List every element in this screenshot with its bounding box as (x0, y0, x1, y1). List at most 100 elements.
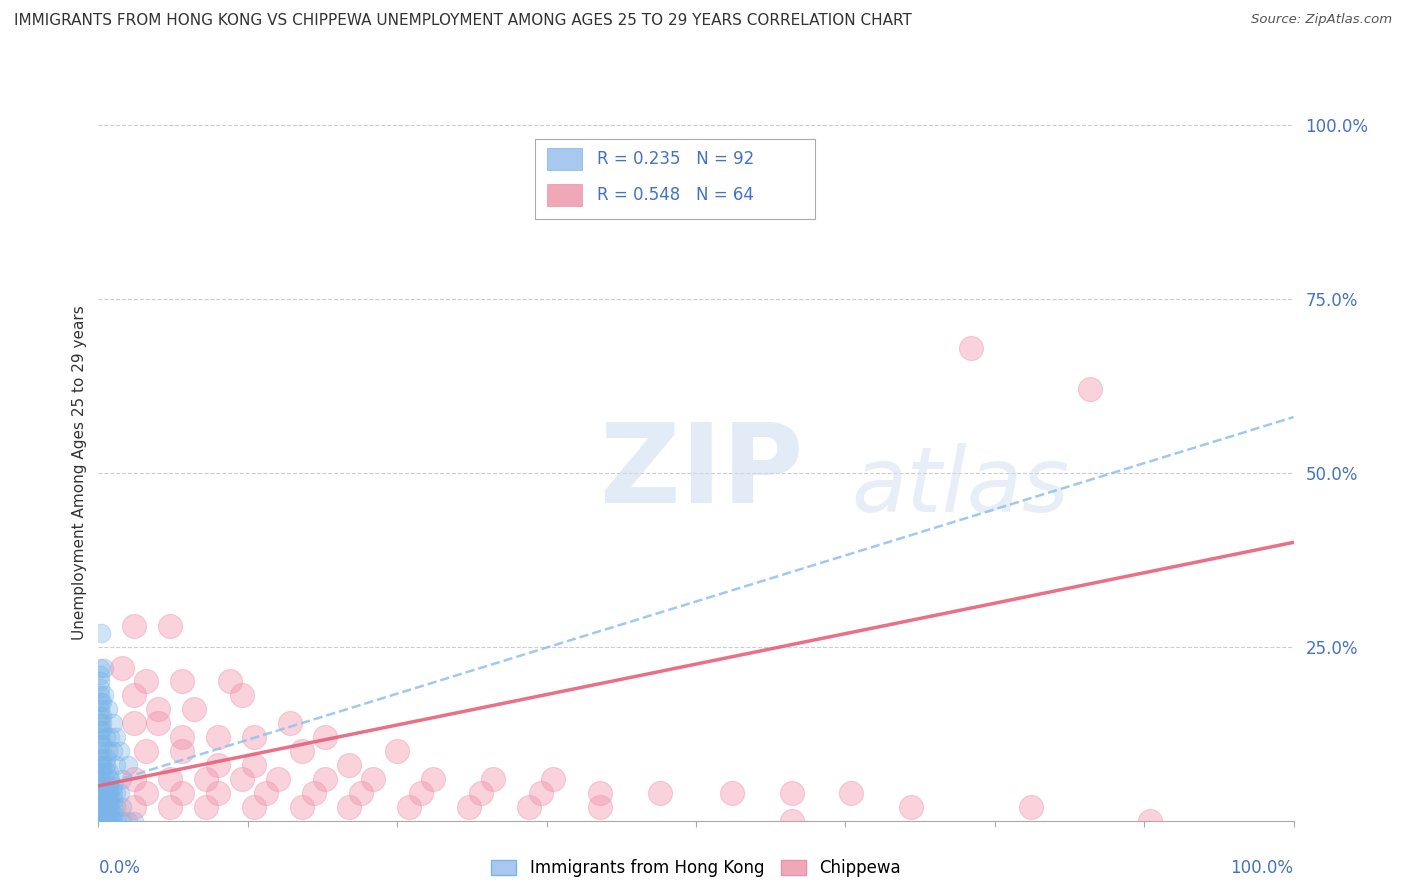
Point (94, 786, 117, 800)
Point (91, 751, 114, 765)
Point (90, 799, 112, 814)
Point (541, 772, 564, 786)
Point (97, 806, 120, 821)
Point (98, 799, 122, 814)
Text: IMMIGRANTS FROM HONG KONG VS CHIPPEWA UNEMPLOYMENT AMONG AGES 25 TO 29 YEARS COR: IMMIGRANTS FROM HONG KONG VS CHIPPEWA UN… (14, 13, 912, 29)
Point (91, 716, 114, 731)
Point (94, 799, 117, 814)
Point (135, 744, 157, 758)
Point (111, 799, 134, 814)
Point (89, 799, 111, 814)
Point (89, 793, 111, 807)
Point (207, 786, 229, 800)
Point (254, 786, 277, 800)
Point (89, 681, 111, 696)
Point (89, 806, 111, 821)
Point (458, 799, 481, 814)
Point (481, 772, 505, 786)
Point (89, 764, 111, 779)
Point (105, 814, 128, 828)
Point (337, 799, 360, 814)
Point (94, 793, 117, 807)
Point (231, 689, 253, 703)
Point (94, 806, 117, 821)
Point (90, 786, 112, 800)
Point (91, 758, 114, 772)
Point (89, 695, 111, 709)
Point (98, 779, 121, 793)
Point (94, 730, 117, 744)
Point (98, 814, 122, 828)
Point (91, 709, 114, 723)
Point (101, 744, 124, 758)
Legend: Immigrants from Hong Kong, Chippewa: Immigrants from Hong Kong, Chippewa (486, 854, 905, 882)
Point (172, 674, 194, 689)
Point (98, 786, 122, 800)
Point (124, 814, 146, 828)
Point (124, 799, 146, 814)
Text: ZIP: ZIP (600, 419, 804, 526)
Point (529, 786, 551, 800)
Point (90, 625, 112, 640)
Point (207, 730, 229, 744)
Point (363, 772, 385, 786)
Point (94, 764, 117, 779)
Point (89, 716, 111, 731)
Point (231, 772, 253, 786)
Text: R = 0.548   N = 64: R = 0.548 N = 64 (596, 186, 754, 204)
Point (89, 786, 111, 800)
Point (1139, 814, 1161, 828)
Point (94, 758, 117, 772)
Text: Source: ZipAtlas.com: Source: ZipAtlas.com (1251, 13, 1392, 27)
Point (93, 689, 115, 703)
Point (89, 730, 111, 744)
Point (91, 814, 114, 828)
FancyBboxPatch shape (547, 184, 582, 206)
Point (98, 772, 122, 786)
Point (89, 758, 111, 772)
Point (350, 786, 373, 800)
Point (302, 786, 325, 800)
Text: 100.0%: 100.0% (1230, 859, 1294, 877)
Point (105, 786, 128, 800)
Point (89, 709, 111, 723)
Point (243, 758, 266, 772)
Point (89, 737, 111, 751)
Point (207, 758, 229, 772)
Point (900, 799, 922, 814)
Point (589, 786, 612, 800)
Point (98, 764, 121, 779)
Point (290, 744, 312, 758)
Point (124, 619, 146, 633)
Point (89, 667, 111, 681)
Y-axis label: Unemployment Among Ages 25 to 29 years: Unemployment Among Ages 25 to 29 years (72, 305, 87, 640)
Point (337, 758, 360, 772)
Point (398, 799, 420, 814)
Text: atlas: atlas (851, 442, 1070, 531)
Point (148, 702, 170, 716)
Point (94, 779, 117, 793)
Point (1019, 799, 1042, 814)
Text: 0.0%: 0.0% (98, 859, 141, 877)
Point (94, 751, 117, 765)
Point (135, 786, 157, 800)
Point (111, 660, 134, 674)
Point (148, 716, 170, 731)
FancyBboxPatch shape (534, 139, 815, 219)
Point (89, 744, 111, 758)
Point (101, 779, 124, 793)
Point (124, 716, 146, 731)
Point (101, 716, 124, 731)
Point (89, 751, 111, 765)
FancyBboxPatch shape (547, 148, 582, 170)
Point (101, 786, 124, 800)
Point (105, 730, 128, 744)
Point (105, 799, 128, 814)
Point (589, 799, 612, 814)
Point (97, 786, 120, 800)
Point (90, 806, 112, 821)
Text: R = 0.235   N = 92: R = 0.235 N = 92 (596, 150, 754, 168)
Point (959, 341, 981, 355)
Point (839, 786, 862, 800)
Point (159, 619, 181, 633)
